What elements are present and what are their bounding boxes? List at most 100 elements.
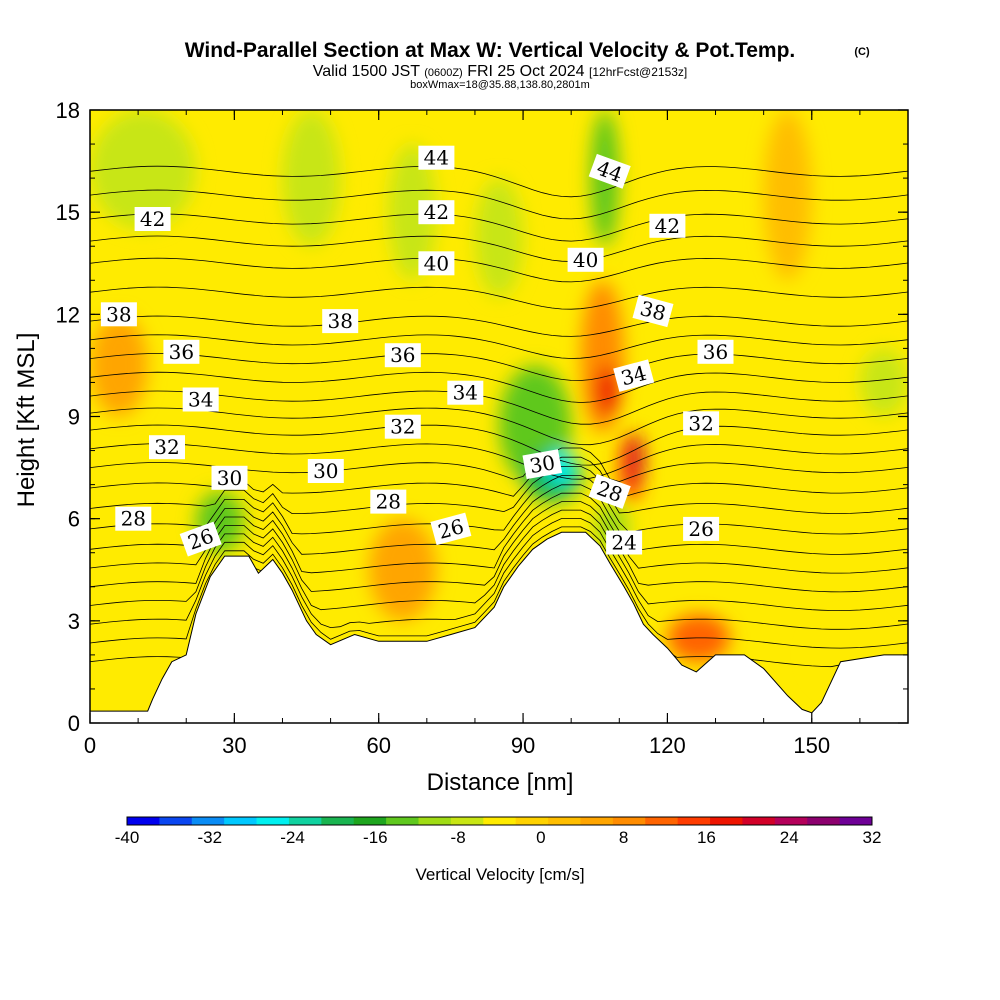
contour-label-text: 28: [376, 490, 401, 514]
contour-label: 30: [307, 459, 344, 483]
x-tick-label: 120: [649, 733, 686, 758]
theta-contour: [90, 466, 908, 515]
theta-contour: [90, 501, 908, 593]
colorbar: -40 -32 -24 -16 -8 0 8 16 24 32: [115, 816, 881, 847]
contour-label-box: [418, 145, 455, 170]
theta-contour-minor: [90, 371, 908, 403]
colorbar-tick-label: -16: [363, 828, 388, 847]
contour-label-box: [134, 207, 171, 231]
terrain: [90, 531, 908, 723]
colorbar-swatch: [548, 817, 581, 825]
contour-label-box: [307, 459, 344, 483]
contour-label: 38: [100, 302, 137, 327]
contour-label-box: [683, 516, 720, 541]
contour-label: 36: [163, 339, 200, 364]
theta-contour: [90, 424, 908, 466]
contour-label-box: [430, 512, 472, 546]
contour-label-text: 42: [424, 200, 449, 224]
colorbar-swatch: [450, 817, 484, 825]
colorbar-swatch: [677, 817, 711, 825]
colorbar-tick-label: 16: [697, 828, 716, 847]
theta-contour-minor: [90, 407, 908, 446]
theta-contour-minor: [90, 235, 908, 262]
contour-label-text: 32: [390, 415, 415, 439]
contour-label-box: [370, 489, 407, 514]
theta-contour-minor: [90, 334, 908, 359]
contour-label: 42: [134, 207, 171, 231]
contour-label-text: 44: [424, 146, 449, 170]
contour-label-text: 36: [169, 340, 194, 364]
velocity-cell: [763, 110, 812, 281]
contour-label-box: [163, 339, 200, 364]
colorbar-tick-label: 0: [536, 828, 545, 847]
theta-contour-minor: [90, 475, 908, 535]
x-tick-label: 150: [793, 733, 830, 758]
theta-contour: [90, 213, 908, 242]
theta-contour-minor: [90, 492, 908, 574]
contour-label-text: 32: [688, 411, 713, 435]
colorbar-swatch: [288, 817, 322, 825]
contour-label: 32: [384, 414, 421, 439]
contour-label: 42: [418, 200, 455, 225]
chart-subtitle-box: boxWmax=18@35.88,138.80,2801m: [410, 79, 590, 91]
contour-label-text: 42: [140, 207, 165, 231]
colorbar-tick-label: 24: [780, 828, 799, 847]
x-axis-label: Distance [nm]: [427, 769, 574, 796]
colorbar-tick-label: -24: [280, 828, 305, 847]
theta-contour: [90, 390, 908, 425]
velocity-cell: [628, 433, 644, 485]
velocity-cell: [282, 110, 341, 247]
y-tick-label: 18: [56, 98, 80, 123]
colorbar-swatch: [807, 817, 841, 825]
contour-label-text: 34: [453, 381, 478, 405]
contour-label-text: 42: [655, 214, 680, 238]
contour-label-box: [418, 200, 455, 225]
x-axis: 0 30 60 90 120 150: [84, 110, 909, 758]
contour-label-box: [613, 359, 655, 392]
contour-label: 28: [370, 489, 407, 514]
contour-label: 38: [322, 309, 359, 334]
velocity-cell: [474, 178, 524, 298]
colorbar-swatch: [256, 817, 290, 825]
y-tick-label: 0: [68, 711, 80, 736]
colorbar-swatch: [839, 817, 873, 825]
theta-contour: [90, 257, 908, 283]
contour-label-box: [179, 521, 222, 557]
colorbar-swatch: [386, 817, 420, 825]
contour-label-text: 26: [688, 517, 713, 541]
theta-contour-minor: [90, 518, 908, 630]
contour-label-box: [384, 414, 421, 439]
contour-label-box: [567, 247, 604, 272]
colorbar-swatch: [515, 817, 549, 825]
colorbar-swatch: [612, 817, 646, 825]
contour-label: 32: [683, 411, 720, 436]
contour-label-box: [447, 380, 484, 405]
colorbar-swatch: [353, 817, 387, 825]
y-tick-label: 15: [56, 200, 80, 225]
colorbar-tick-label: -8: [451, 828, 466, 847]
contour-label: 42: [649, 213, 686, 238]
chart-subtitle: Valid 1500 JST (0600Z) FRI 25 Oct 2024 […: [313, 63, 688, 80]
contour-label-box: [115, 506, 152, 531]
contour-label: 34: [613, 359, 655, 392]
velocity-field: [90, 110, 908, 689]
y-tick-label: 12: [56, 302, 80, 327]
contour-label: 30: [211, 465, 248, 490]
x-tick-label: 60: [366, 733, 390, 758]
colorbar-swatch: [645, 817, 679, 825]
theta-contour: [90, 315, 908, 337]
contour-label-box: [322, 309, 359, 334]
title-mark: (C): [854, 46, 870, 58]
contour-label-text: 38: [106, 302, 131, 326]
contour-label-text: 30: [313, 459, 338, 483]
contour-label: 36: [384, 343, 421, 368]
contour-label-box: [649, 213, 686, 238]
contour-label-text: 38: [327, 309, 352, 333]
theta-contour-minor: [90, 526, 908, 649]
x-tick-label: 30: [222, 733, 246, 758]
theta-contour-minor: [90, 286, 908, 310]
colorbar-tick-label: -40: [115, 828, 140, 847]
contour-label-text: 40: [424, 251, 449, 275]
